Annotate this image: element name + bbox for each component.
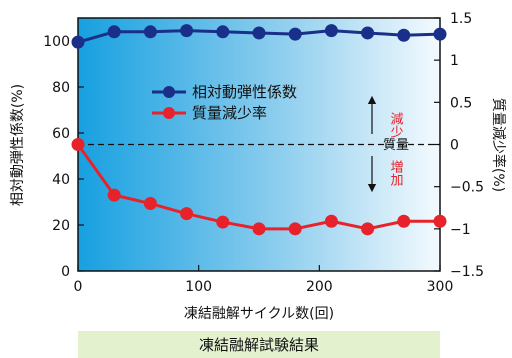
left-y-tick-label: 100 <box>43 34 70 50</box>
left-y-tick-label: 40 <box>52 172 70 188</box>
series-1-point <box>180 207 194 221</box>
left-y-tick-label: 80 <box>52 80 70 96</box>
left-y-axis-ticks: 0 20 40 60 80 100 <box>43 34 84 280</box>
series-0-point <box>180 24 194 38</box>
series-0-point <box>288 27 302 41</box>
series-0-point <box>143 25 157 39</box>
legend-marker-dot-1 <box>163 107 175 119</box>
series-0-point <box>216 25 230 39</box>
right-y-tick-label: −0.5 <box>450 180 484 196</box>
right-y-tick-label: 0 <box>450 138 459 154</box>
left-y-tick-label: 0 <box>61 264 70 280</box>
legend-label-1: 質量減少率 <box>192 104 267 122</box>
series-layer <box>71 24 447 236</box>
series-1-point <box>71 138 85 151</box>
legend-marker-dot-0 <box>163 86 175 98</box>
x-tick-label: 0 <box>74 279 83 295</box>
series-1-point <box>397 214 411 228</box>
series-0-point <box>433 27 447 41</box>
series-1-point <box>433 214 447 228</box>
series-0-point <box>397 28 411 42</box>
right-y-tick-label: 1 <box>450 53 459 69</box>
series-1-point <box>361 222 375 236</box>
figure-caption: 凍結融解試験結果 <box>78 331 440 358</box>
right-y-tick-label: −1.5 <box>450 264 484 280</box>
x-tick-label: 100 <box>185 279 212 295</box>
annotation-center-label: 質量 <box>383 138 409 153</box>
series-1-point <box>107 188 121 202</box>
right-y-tick-label: 1.5 <box>450 11 472 27</box>
series-0-point <box>107 25 121 39</box>
legend-label-0: 相対動弾性係数 <box>192 83 297 101</box>
left-y-tick-label: 20 <box>52 218 70 234</box>
series-0-point <box>361 26 375 40</box>
y-axis-label-left: 相対動弾性係数(%) <box>10 84 26 206</box>
x-tick-label: 300 <box>427 279 454 295</box>
y-axis-label-right: 質量減少率(%) <box>490 98 507 192</box>
series-0-point <box>71 35 85 49</box>
series-1-point <box>252 222 266 236</box>
annotation-up-label: 減少 <box>388 111 404 138</box>
mass-direction-annotation: 減少 質量 増加 <box>367 95 409 193</box>
series-0-point <box>324 24 338 38</box>
right-y-axis-ticks: 1.5 1 0.5 0 −0.5 −1 −1.5 <box>434 11 484 280</box>
right-y-tick-label: 0.5 <box>450 95 472 111</box>
right-y-tick-label: −1 <box>450 222 471 238</box>
annotation-down-label: 増加 <box>388 160 404 187</box>
series-1-point <box>288 222 302 236</box>
series-1-point <box>324 214 338 228</box>
x-axis-label: 凍結融解サイクル数(回) <box>184 306 334 322</box>
left-y-tick-label: 60 <box>52 126 70 142</box>
x-tick-label: 200 <box>306 279 333 295</box>
legend: 相対動弾性係数 質量減少率 <box>152 83 297 122</box>
series-1-point <box>143 197 157 211</box>
series-1-point <box>216 215 230 229</box>
series-0-point <box>252 26 266 40</box>
x-axis-ticks: 0 100 200 300 <box>74 265 454 295</box>
